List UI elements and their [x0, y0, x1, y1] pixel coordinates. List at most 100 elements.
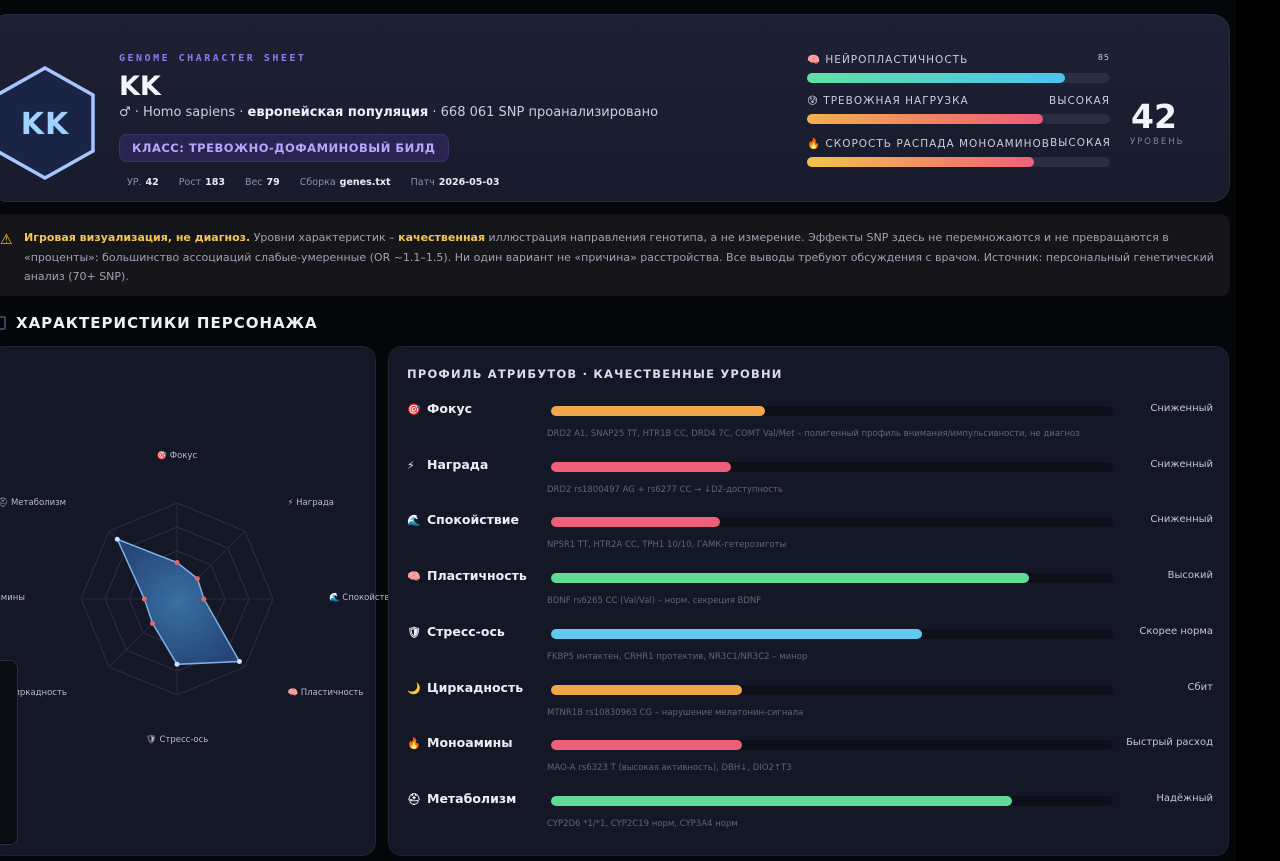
stat-bar-fill: [807, 157, 1035, 167]
attribute-name: 🌙 Циркадность: [407, 680, 523, 695]
meta-key: УР.: [127, 177, 142, 188]
attribute-note: MAO-A rs6323 T (высокая активность), DBH…: [547, 763, 792, 774]
attribute-row: ⛑ Метаболизм Надёжный CYP2D6 *1/*1, CYP2C19…: [407, 787, 1213, 843]
header-stat: 🔥 СКОРОСТЬ РАСПАДА МОНОАМИНОВ ВЫСОКАЯ: [807, 137, 1110, 167]
attribute-icon: 🌊: [407, 514, 421, 528]
radar-axis-label: 🎯 Фокус: [156, 451, 198, 461]
attribute-note: MTNR1B rs10830963 CG – нарушение мелатон…: [547, 707, 804, 718]
attribute-level: Сниженный: [1150, 514, 1213, 526]
meta-value: genes.txt: [339, 177, 391, 188]
attribute-bar-fill: [551, 461, 731, 472]
attribute-bar-track: [551, 461, 1113, 472]
sheet-eyebrow: GENOME CHARACTER SHEET: [119, 53, 307, 64]
level-number: 42: [1131, 97, 1177, 136]
attribute-icon: 🛡: [407, 625, 421, 639]
attribute-name: 🔥 Моноамины: [407, 735, 513, 750]
radar-point: [150, 620, 156, 626]
attribute-label: Награда: [427, 456, 489, 472]
stat-bar-fill: [807, 73, 1065, 83]
attribute-level: Сниженный: [1150, 403, 1213, 414]
attribute-bar-fill: [551, 628, 922, 639]
stat-bar-track: [807, 73, 1110, 83]
side-panel-handle[interactable]: [0, 660, 18, 845]
meta-key: Рост: [178, 177, 202, 188]
attribute-name: ⚡ Награда: [407, 457, 488, 472]
subline-prefix: ♂ · Homo sapiens ·: [119, 105, 248, 120]
attribute-bar-fill: [551, 406, 765, 416]
stat-label: 🧠 НЕЙРОПЛАСТИЧНОСТЬ: [807, 54, 969, 66]
class-badge: КЛАСС: ТРЕВОЖНО-ДОФАМИНОВЫЙ БИЛД: [119, 134, 449, 162]
radar-axis-label: 🌙 Циркадность: [0, 687, 67, 698]
stat-label: 😰 ТРЕВОЖНАЯ НАГРУЗКА: [807, 95, 969, 107]
meta-value: 79: [266, 177, 280, 188]
attribute-name: 🎯 Фокус: [407, 401, 472, 416]
stat-value: ВЫСОКАЯ: [1049, 95, 1110, 107]
meta-key: Сборка: [299, 177, 336, 188]
character-subline: ♂ · Homo sapiens · европейская популяция…: [119, 105, 658, 120]
attribute-name: 🌊 Спокойствие: [407, 512, 519, 527]
section-marker-icon: [0, 316, 6, 330]
attribute-bar-track: [551, 628, 1113, 639]
stat-bar-track: [807, 157, 1110, 167]
attribute-level: Скорее норма: [1139, 625, 1213, 637]
attribute-bar-track: [551, 406, 1113, 416]
attribute-level: Надёжный: [1156, 792, 1213, 804]
character-header-card: KK GENOME CHARACTER SHEET KK ♂ · Homo sa…: [0, 14, 1230, 202]
attribute-row: 🔥 Моноамины Быстрый расход MAO-A rs6323 T (…: [407, 731, 1213, 787]
radar-point: [141, 596, 147, 602]
attribute-label: Циркадность: [427, 679, 524, 695]
window-edge: [1236, 0, 1280, 861]
header-stat: 🧠 НЕЙРОПЛАСТИЧНОСТЬ 85: [807, 53, 1110, 83]
attribute-bar-track: [551, 517, 1113, 528]
attribute-level: Сниженный: [1150, 458, 1213, 470]
attribute-level: Сбит: [1187, 681, 1213, 693]
attribute-icon: 🌙: [407, 681, 421, 695]
meta-key: Вес: [244, 177, 263, 188]
attribute-icon: ⛑: [407, 792, 421, 806]
attribute-row: 🌊 Спокойствие Сниженный NPSR1 TT, HTR2A CC,…: [407, 508, 1213, 564]
attribute-row: ⚡ Награда Сниженный DRD2 rs1800497 AG + rs6…: [407, 453, 1213, 509]
avatar-hexagon: [0, 65, 95, 181]
attribute-bar-fill: [551, 517, 720, 528]
attribute-level: Быстрый расход: [1126, 737, 1213, 749]
disclaimer-text: Игровая визуализация, не диагноз. Уровни…: [24, 228, 1214, 287]
attribute-bar-fill: [551, 573, 1029, 584]
attribute-level: Высокий: [1167, 570, 1213, 582]
disclaimer-banner: ⚠ Игровая визуализация, не диагноз. Уров…: [0, 214, 1230, 296]
meta-value: 183: [205, 177, 225, 188]
attribute-name: 🛡 Стресс-ось: [407, 624, 505, 639]
radar-chart-card: 🎯 Фокус ⚡ Награда 🌊 Спокойствие 🧠 Пластично…: [0, 346, 400, 856]
meta-value: 42: [145, 177, 159, 188]
attribute-bar-fill: [551, 740, 743, 751]
subline-population: европейская популяция: [247, 105, 429, 120]
stat-bar-track: [807, 114, 1110, 124]
avatar-initials: KK: [20, 107, 70, 142]
attribute-note: DRD2 A1, SNAP25 TT, HTR1B CC, DRD4 7C, C…: [547, 429, 1080, 439]
profile-title: ПРОФИЛЬ АТРИБУТОВ · КАЧЕСТВЕННЫЕ УРОВНИ: [407, 367, 783, 381]
attribute-bar-track: [551, 740, 1113, 751]
radar-point: [194, 576, 200, 582]
attribute-bar-track: [551, 684, 1113, 695]
attribute-name: 🧠 Пластичность: [407, 568, 527, 583]
radar-axis-label: 🛡 Стресс-ось: [146, 735, 209, 745]
attribute-bar-track: [551, 795, 1113, 806]
attribute-icon: 🧠: [407, 570, 421, 584]
attribute-icon: ⚡: [407, 458, 415, 472]
disclaimer-part-2: иллюстрация направления генотипа, а не и…: [24, 231, 1214, 283]
level-label: УРОВЕНЬ: [1130, 137, 1185, 147]
attribute-row: 🎯 Фокус Сниженный DRD2 A1, SNAP25 TT, HTR1B…: [407, 397, 1213, 453]
radar-axis-label: ⛑ Метаболизм: [0, 498, 67, 509]
radar-axis-label: 🌊 Спокойствие: [329, 593, 401, 603]
attribute-note: FKBP5 интактен, CRHR1 протектив, NR3C1/N…: [547, 651, 808, 662]
attribute-icon: 🎯: [407, 403, 421, 416]
radar-point: [201, 596, 207, 602]
stat-label: 🔥 СКОРОСТЬ РАСПАДА МОНОАМИНОВ: [807, 138, 1050, 150]
radar-chart: [80, 502, 274, 696]
attribute-note: NPSR1 TT, HTR2A CC, TPH1 10/10, ГАМК-гет…: [547, 540, 787, 551]
radar-axis-label: ⚡ Награда: [287, 498, 334, 509]
attribute-bar-track: [551, 573, 1113, 584]
radar-point: [174, 661, 180, 667]
header-stat: 😰 ТРЕВОЖНАЯ НАГРУЗКА ВЫСОКАЯ: [807, 95, 1110, 124]
radar-point: [114, 536, 120, 542]
meta-row: УР. 42 Рост 183 Вес 79 Сборка genes.txt Патч 2026…: [127, 177, 520, 188]
